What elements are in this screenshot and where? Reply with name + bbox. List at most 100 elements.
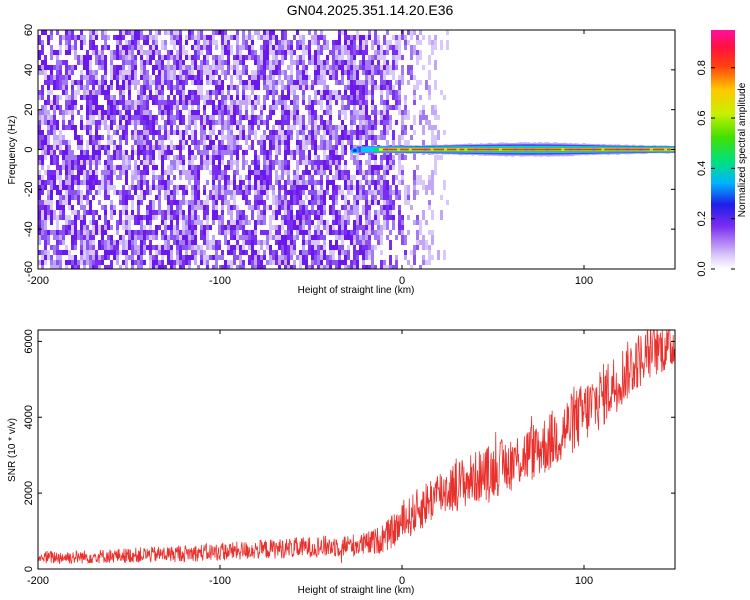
heatmap-cell bbox=[116, 110, 119, 115]
heatmap-cell bbox=[110, 95, 113, 100]
heatmap-cell bbox=[407, 115, 410, 120]
heatmap-cell bbox=[155, 215, 158, 220]
heatmap-cell bbox=[293, 100, 296, 105]
heatmap-cell bbox=[188, 100, 191, 105]
heatmap-cell bbox=[50, 185, 53, 190]
heatmap-cell bbox=[74, 55, 77, 60]
heatmap-cell bbox=[137, 40, 140, 45]
heatmap-cell bbox=[47, 180, 50, 185]
heatmap-cell bbox=[80, 105, 83, 110]
heatmap-cell bbox=[116, 190, 119, 195]
heatmap-cell bbox=[155, 140, 158, 150]
heatmap-cell bbox=[155, 250, 158, 255]
heatmap-cell bbox=[296, 130, 299, 140]
heatmap-cell bbox=[89, 115, 92, 125]
heatmap-cell bbox=[65, 165, 68, 175]
heatmap-cell bbox=[122, 220, 125, 230]
heatmap-cell bbox=[362, 260, 365, 269]
heatmap-cell bbox=[404, 100, 407, 105]
heatmap-cell bbox=[143, 260, 146, 265]
heatmap-cell bbox=[359, 85, 362, 90]
heatmap-cell bbox=[344, 210, 347, 220]
heatmap-cell bbox=[122, 185, 125, 190]
heatmap-cell bbox=[143, 195, 146, 200]
heatmap-cell bbox=[122, 30, 125, 35]
heatmap-cell bbox=[413, 95, 416, 100]
heatmap-cell bbox=[167, 105, 170, 115]
heatmap-cell bbox=[86, 210, 89, 215]
heatmap-cell bbox=[194, 60, 197, 65]
heatmap-cell bbox=[218, 195, 221, 200]
signal-peak-mark bbox=[592, 148, 596, 151]
heatmap-cell bbox=[155, 120, 158, 125]
heatmap-cell bbox=[275, 35, 278, 45]
heatmap-cell bbox=[395, 255, 398, 260]
heatmap-cell bbox=[59, 190, 62, 195]
heatmap-cell bbox=[68, 175, 71, 185]
heatmap-cell bbox=[281, 160, 284, 165]
heatmap-cell bbox=[176, 105, 179, 110]
heatmap-cell bbox=[212, 90, 215, 95]
heatmap-cell bbox=[281, 30, 284, 40]
heatmap-cell bbox=[128, 30, 131, 35]
heatmap-cell bbox=[149, 245, 152, 250]
signal-peak-mark bbox=[424, 148, 428, 151]
heatmap-cell bbox=[332, 95, 335, 100]
heatmap-cell bbox=[80, 55, 83, 60]
heatmap-cell bbox=[269, 235, 272, 240]
heatmap-cell bbox=[275, 55, 278, 60]
heatmap-cell bbox=[170, 120, 173, 125]
heatmap-cell bbox=[356, 200, 359, 205]
heatmap-cell bbox=[326, 140, 329, 150]
heatmap-cell bbox=[431, 235, 434, 245]
heatmap-cell bbox=[197, 30, 200, 35]
heatmap-cell bbox=[197, 85, 200, 95]
heatmap-cell bbox=[158, 65, 161, 70]
heatmap-cell bbox=[170, 255, 173, 260]
heatmap-cell bbox=[332, 250, 335, 260]
heatmap-cell bbox=[260, 70, 263, 75]
heatmap-cell bbox=[161, 230, 164, 235]
heatmap-cell bbox=[200, 260, 203, 265]
heatmap-cell bbox=[191, 115, 194, 120]
heatmap-cell bbox=[233, 255, 236, 265]
signal-peak-mark bbox=[474, 148, 478, 151]
heatmap-cell bbox=[269, 105, 272, 110]
heatmap-cell bbox=[308, 85, 311, 90]
heatmap-cell bbox=[56, 215, 59, 220]
heatmap-cell bbox=[200, 255, 203, 260]
heatmap-cell bbox=[68, 225, 71, 230]
heatmap-cell bbox=[302, 220, 305, 230]
heatmap-cell bbox=[158, 55, 161, 60]
signal-peak-mark bbox=[569, 148, 573, 151]
heatmap-cell bbox=[380, 240, 383, 245]
heatmap-cell bbox=[95, 35, 98, 40]
heatmap-cell bbox=[155, 235, 158, 240]
heatmap-cell bbox=[275, 210, 278, 215]
heatmap-cell bbox=[290, 100, 293, 105]
heatmap-cell bbox=[371, 125, 374, 130]
heatmap-cell bbox=[305, 265, 308, 269]
heatmap-cell bbox=[257, 75, 260, 80]
heatmap-cell bbox=[101, 245, 104, 250]
heatmap-cell bbox=[389, 115, 392, 120]
heatmap-cell bbox=[254, 70, 257, 75]
heatmap-cell bbox=[38, 180, 41, 185]
heatmap-cell bbox=[167, 195, 170, 205]
heatmap-cell bbox=[236, 60, 239, 70]
heatmap-cell bbox=[356, 185, 359, 195]
heatmap-cell bbox=[338, 160, 341, 165]
heatmap-cell bbox=[47, 95, 50, 105]
heatmap-cell bbox=[353, 105, 356, 115]
heatmap-cell bbox=[59, 40, 62, 45]
heatmap-cell bbox=[230, 160, 233, 170]
heatmap-cell bbox=[389, 105, 392, 110]
heatmap-cell bbox=[290, 85, 293, 95]
snr-background bbox=[38, 330, 675, 569]
heatmap-cell bbox=[77, 170, 80, 175]
heatmap-cell bbox=[353, 130, 356, 135]
heatmap-cell bbox=[146, 35, 149, 40]
heatmap-cell bbox=[377, 170, 380, 175]
heatmap-cell bbox=[158, 30, 161, 35]
